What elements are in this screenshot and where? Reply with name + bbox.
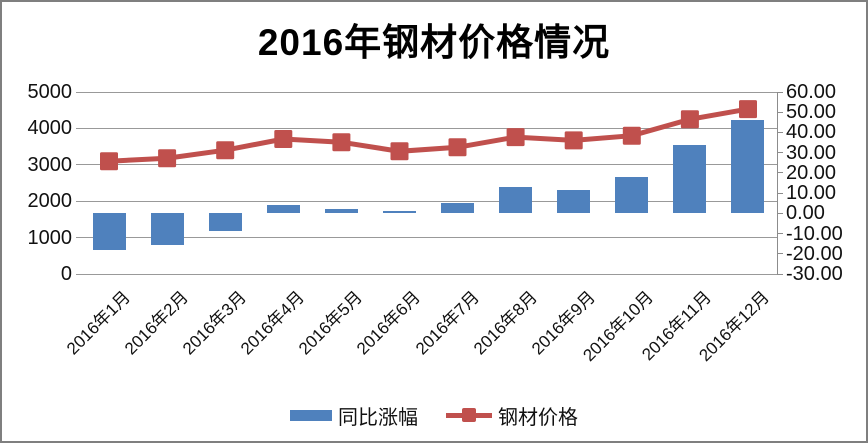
- price-line-marker: [332, 133, 351, 152]
- right-axis-tickmark: [777, 152, 783, 154]
- price-line-marker: [274, 130, 293, 148]
- bar: [266, 204, 300, 214]
- gridline: [76, 91, 777, 93]
- right-axis-tick-label: -20.00: [786, 242, 843, 265]
- gridline: [76, 200, 777, 202]
- bar: [441, 203, 475, 214]
- bar: [731, 119, 765, 214]
- price-line-marker: [100, 152, 118, 171]
- left-axis-tick-label: 3000: [27, 153, 73, 176]
- legend-item-line-series: 钢材价格: [446, 401, 578, 430]
- bar: [499, 187, 533, 214]
- bar: [382, 210, 416, 214]
- chart-title: 2016年钢材价格情况: [257, 22, 611, 63]
- right-axis-tickmark: [777, 91, 783, 93]
- left-axis-tick-label: 0: [60, 263, 72, 285]
- price-line-marker: [622, 126, 641, 145]
- price-line-marker: [739, 100, 757, 119]
- legend-label-bar-series: 同比涨幅: [338, 407, 418, 429]
- bar: [92, 213, 126, 251]
- right-axis-tickmark: [777, 192, 783, 194]
- left-axis-tick-label: 5000: [27, 81, 73, 103]
- bar: [150, 213, 184, 245]
- legend-label-line-series: 钢材价格: [498, 407, 578, 429]
- right-axis-tickmark: [777, 172, 783, 174]
- right-axis-tickmark: [777, 233, 783, 235]
- price-line-marker: [506, 128, 525, 147]
- price-line-marker: [390, 142, 409, 161]
- right-axis-tickmark: [777, 273, 783, 275]
- gridline: [76, 237, 777, 239]
- gridline: [76, 164, 777, 166]
- right-axis-tick-label: 50.00: [786, 101, 837, 124]
- price-line-marker: [564, 131, 583, 150]
- right-axis-tick-label: 10.00: [786, 182, 837, 205]
- right-axis-tick-label: -10.00: [786, 222, 843, 245]
- line-series-swatch-icon: [446, 408, 492, 423]
- legend-item-bar-series: 同比涨幅: [290, 401, 418, 430]
- bar: [208, 213, 242, 231]
- gridline: [76, 127, 777, 129]
- bar-series-swatch-icon: [290, 410, 332, 421]
- price-line-marker: [448, 138, 467, 157]
- right-axis-tickmark: [777, 131, 783, 133]
- right-axis-tickmark: [777, 111, 783, 113]
- left-axis-tick-label: 4000: [27, 117, 73, 140]
- right-axis-tick-label: -30.00: [786, 263, 843, 285]
- legend: 同比涨幅 钢材价格: [2, 401, 866, 430]
- right-axis-tick-label: 0.00: [786, 202, 825, 225]
- right-axis-line: [777, 92, 778, 274]
- right-axis-tick-label: 60.00: [786, 81, 837, 103]
- right-axis-tickmark: [777, 212, 783, 214]
- right-axis-tick-label: 20.00: [786, 161, 837, 184]
- price-line: [108, 106, 749, 164]
- right-axis-tickmark: [777, 253, 783, 255]
- line-swatch-marker: [462, 408, 476, 422]
- price-line-marker: [680, 110, 699, 129]
- gridline: [76, 273, 777, 275]
- left-axis-tick-label: 2000: [27, 190, 73, 213]
- left-axis-tick-label: 1000: [27, 226, 73, 249]
- right-axis-tick-label: 30.00: [786, 141, 837, 164]
- right-axis-tick-label: 40.00: [786, 121, 837, 144]
- bar: [615, 176, 649, 214]
- bar: [324, 208, 358, 214]
- bar: [557, 190, 591, 214]
- bar: [673, 145, 707, 214]
- price-line-marker: [216, 141, 235, 160]
